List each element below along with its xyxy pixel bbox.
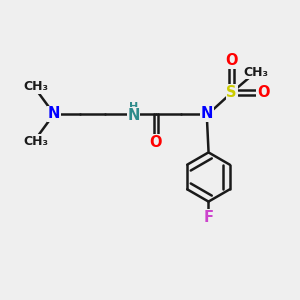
Text: CH₃: CH₃ bbox=[244, 65, 269, 79]
Text: CH₃: CH₃ bbox=[23, 135, 48, 148]
Text: CH₃: CH₃ bbox=[23, 80, 48, 93]
Text: O: O bbox=[225, 53, 238, 68]
Text: N: N bbox=[127, 108, 140, 123]
Text: O: O bbox=[257, 85, 269, 100]
Text: S: S bbox=[226, 85, 237, 100]
Text: F: F bbox=[203, 210, 214, 225]
Text: N: N bbox=[201, 106, 213, 122]
Text: H: H bbox=[129, 101, 138, 112]
Text: O: O bbox=[150, 135, 162, 150]
Text: N: N bbox=[48, 106, 60, 122]
